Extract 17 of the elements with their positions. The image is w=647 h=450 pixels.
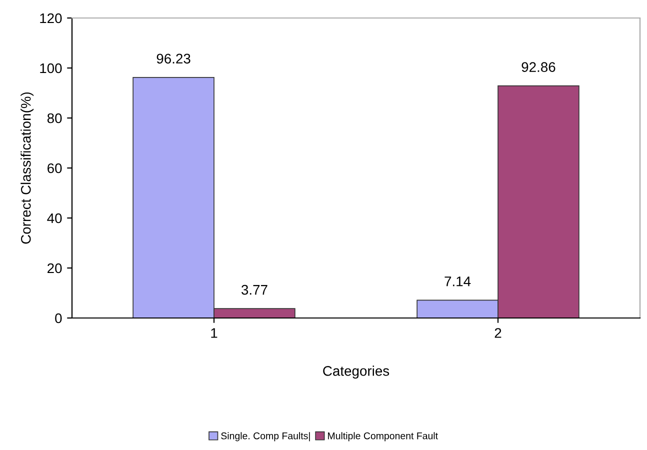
legend-label: Single. Comp Faults| [221, 432, 310, 442]
data-label: 96.23 [156, 54, 190, 64]
y-tick-label: 80 [47, 113, 62, 124]
data-label: 3.77 [241, 284, 268, 295]
x-tick-label: 2 [494, 328, 502, 338]
y-tick-label: 40 [47, 213, 62, 224]
y-tick-label: 0 [55, 313, 62, 324]
y-axis-title: Correct Classification(%) [20, 92, 34, 244]
y-tick-label: 100 [40, 63, 62, 74]
x-tick-label: 1 [211, 328, 218, 338]
data-label: 92.86 [522, 62, 556, 72]
x-axis-title: Categories [323, 366, 390, 379]
data-label: 7.14 [444, 276, 471, 286]
y-tick-label: 20 [48, 263, 62, 274]
y-tick-label: 60 [48, 163, 62, 174]
legend-label: Multiple Component Fault [328, 432, 438, 442]
y-tick-label: 120 [40, 13, 62, 24]
